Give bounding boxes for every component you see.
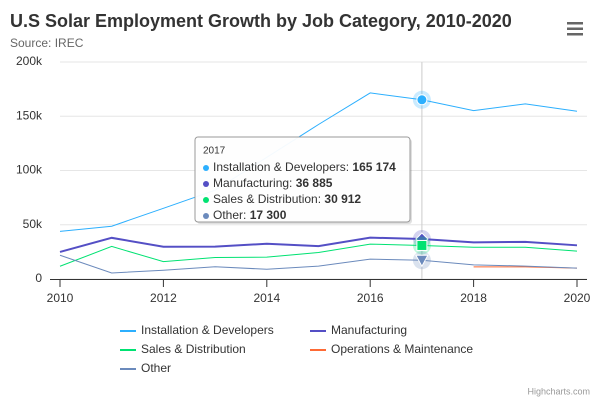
y-tick-label: 150k [16,108,43,122]
tooltip-value: 30 912 [324,192,361,206]
series-line [59,254,578,274]
hover-marker [416,94,428,106]
legend-item[interactable]: Manufacturing [310,323,407,337]
series-line [59,92,578,232]
tooltip-series-name: Sales & Distribution [213,192,318,206]
tooltip-bullet [203,213,209,219]
x-tick-label: 2016 [357,291,384,305]
x-tick-label: 2012 [150,291,177,305]
x-tick-label: 2014 [253,291,280,305]
tooltip-row: Manufacturing: 36 885 [213,176,333,190]
tooltip-separator: : [318,192,325,206]
tooltip-row: Installation & Developers: 165 174 [213,160,396,174]
tooltip: 2017 Installation & Developers: 165 174 Ma… [194,136,412,224]
tooltip-value: 165 174 [352,160,396,174]
menu-bar [567,27,583,30]
tooltip-series-name: Installation & Developers [213,160,346,174]
legend-label: Installation & Developers [141,323,274,337]
tooltip-separator: : [243,208,250,222]
hover-marker [415,254,429,268]
tooltip-bullet [203,181,209,187]
y-tick-label: 0 [35,271,42,285]
y-tick-label: 50k [23,217,43,231]
x-tick-label: 2020 [564,291,591,305]
series-line [59,236,578,253]
tooltip-separator: : [289,176,296,190]
tooltip-value: 36 885 [296,176,333,190]
legend-label: Other [141,361,171,375]
menu-button[interactable] [567,22,583,36]
x-tick-label: 2018 [460,291,487,305]
tooltip-series-name: Other [213,208,243,222]
legend-label: Manufacturing [331,323,407,337]
tooltip-row: Sales & Distribution: 30 912 [213,192,361,206]
hover-marker [416,239,428,251]
tooltip-row: Other: 17 300 [213,208,287,222]
tooltip-box [194,136,411,223]
tooltip-separator: : [346,160,353,174]
tooltip-bullet [203,197,209,203]
menu-bar [567,33,583,36]
y-tick-label: 100k [16,163,43,177]
credits[interactable]: Highcharts.com [527,386,590,396]
legend-label: Sales & Distribution [141,342,246,356]
y-tick-label: 200k [16,54,43,68]
tooltip-value: 17 300 [250,208,287,222]
legend-item[interactable]: Other [120,361,171,375]
x-tick-label: 2010 [47,291,74,305]
legend-label: Operations & Maintenance [331,342,473,356]
chart-title: U.S Solar Employment Growth by Job Categ… [10,11,512,31]
legend-item[interactable]: Operations & Maintenance [310,342,473,356]
menu-bar [567,22,583,25]
chart-subtitle: Source: IREC [10,36,84,50]
legend-item[interactable]: Sales & Distribution [120,342,246,356]
legend-item[interactable]: Installation & Developers [120,323,274,337]
tooltip-bullet [203,165,209,171]
series-line [59,243,578,267]
tooltip-header: 2017 [203,146,226,157]
tooltip-series-name: Manufacturing [213,176,289,190]
